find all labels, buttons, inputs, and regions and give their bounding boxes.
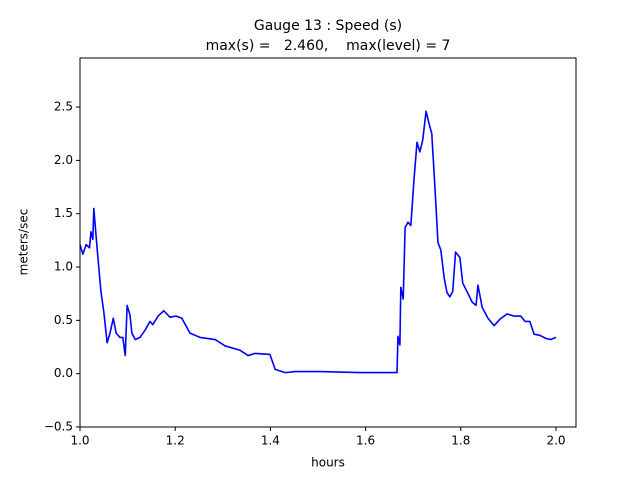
x-tick-label: 1.8: [451, 434, 470, 448]
y-axis-label: meters/sec: [17, 209, 31, 276]
y-tick-label: 1.0: [54, 260, 73, 274]
data-line: [79, 110, 557, 374]
y-tick-label: 0.5: [54, 313, 73, 327]
y-tick-label: 0.0: [54, 366, 73, 380]
y-tick-label: 2.5: [54, 100, 73, 114]
y-tick-label: 1.5: [54, 206, 73, 220]
y-tick-label: 2.0: [54, 153, 73, 167]
x-tick-label: 1.2: [166, 434, 185, 448]
x-tick-label: 2.0: [546, 434, 565, 448]
chart-title: Gauge 13 : Speed (s): [254, 18, 402, 34]
y-tick-label: −0.5: [44, 420, 73, 434]
plot-frame: [79, 57, 577, 428]
x-tick-label: 1.6: [356, 434, 375, 448]
x-tick-label: 1.4: [261, 434, 280, 448]
x-tick-label: 1.0: [70, 434, 89, 448]
chart-subtitle: max(s) = 2.460, max(level) = 7: [206, 38, 451, 54]
x-axis-label: hours: [311, 456, 345, 470]
